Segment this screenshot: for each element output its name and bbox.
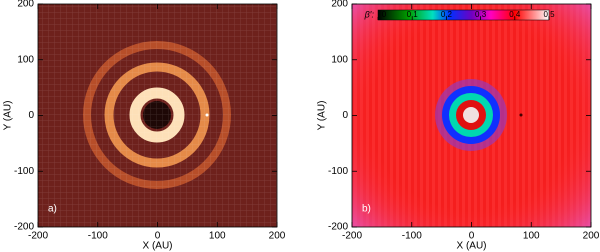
x-tick-label: 100 <box>523 231 540 242</box>
x-tick-label: 200 <box>269 231 286 242</box>
density-map <box>38 4 277 227</box>
colorbar-tick-label: 0.4 <box>509 10 521 19</box>
y-axis-label: Y (AU) <box>3 101 14 131</box>
y-axis-label: Y (AU) <box>317 101 328 131</box>
x-tick-label: 100 <box>209 231 226 242</box>
colorbar-tick-label: 0.2 <box>441 10 453 19</box>
y-tick-label: -200 <box>328 222 348 233</box>
y-tick-label: 0 <box>342 110 348 121</box>
x-tick-label: -200 <box>28 231 48 242</box>
y-tick-label: -100 <box>328 166 348 177</box>
y-tick-label: 200 <box>331 0 348 10</box>
y-tick-label: 200 <box>17 0 34 10</box>
y-tick-label: -100 <box>14 166 34 177</box>
panel-label: a) <box>48 204 57 215</box>
colorbar-label: β′: <box>364 9 375 19</box>
panel-label: b) <box>362 204 371 215</box>
colorbar-tick-label: 0.1 <box>407 10 419 19</box>
colorbar-tick-label: 0 <box>382 10 387 19</box>
x-tick-label: -200 <box>342 231 362 242</box>
x-tick-label: 0 <box>469 231 475 242</box>
y-tick-label: -200 <box>14 222 34 233</box>
x-tick-label: 0 <box>155 231 161 242</box>
x-tick-label: -100 <box>88 231 108 242</box>
y-tick-label: 100 <box>17 54 34 65</box>
x-axis-label: X (AU) <box>457 241 487 252</box>
colorbar-tick-label: 0.3 <box>475 10 487 19</box>
y-tick-label: 100 <box>331 54 348 65</box>
x-tick-label: 200 <box>583 231 600 242</box>
colorbar-tick-label: 0.5 <box>543 10 555 19</box>
beta-map <box>352 4 591 227</box>
y-tick-label: 0 <box>28 110 34 121</box>
x-axis-label: X (AU) <box>143 241 173 252</box>
colorbar <box>377 9 550 21</box>
x-tick-label: -100 <box>402 231 422 242</box>
